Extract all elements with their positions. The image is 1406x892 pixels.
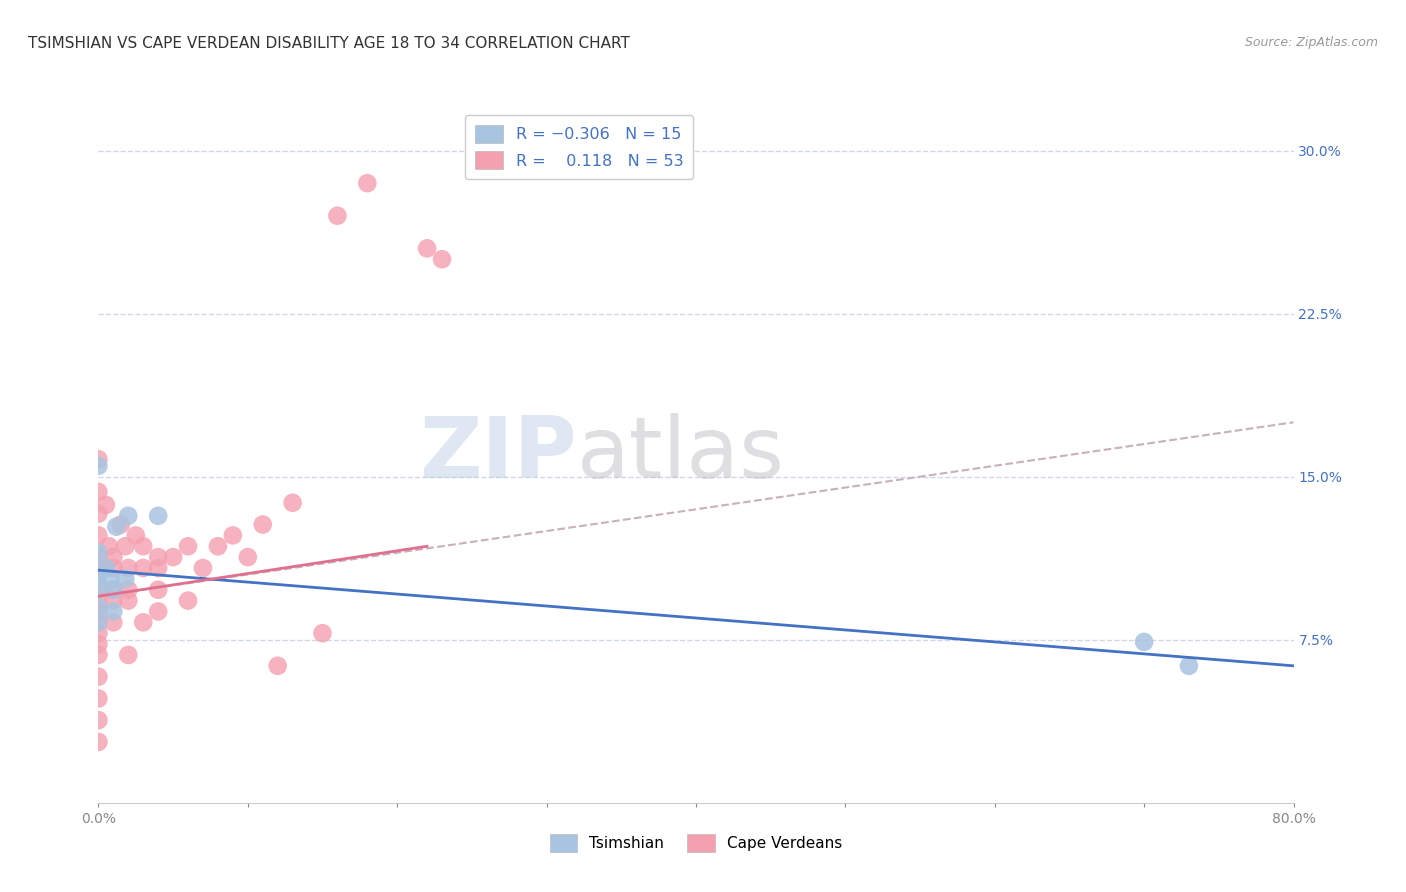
Point [87,582,110,597]
Point [87,615,110,630]
Point [98,572,122,586]
Point [326,209,349,223]
Point [267,658,290,673]
Point [87,507,110,521]
Point [148,561,170,575]
Point [87,637,110,651]
Point [148,550,170,565]
Point [87,626,110,640]
Point [416,241,439,255]
Point [103,561,125,575]
Point [430,252,453,267]
Point [114,539,136,553]
Point [148,582,170,597]
Point [132,539,155,553]
Point [148,605,170,619]
Point [177,539,200,553]
Point [132,615,155,630]
Point [148,508,170,523]
Point [87,452,110,467]
Point [162,550,184,565]
Point [87,615,110,630]
Point [103,582,125,597]
Point [191,561,214,575]
Point [103,550,125,565]
Point [94,498,117,512]
Point [117,648,139,662]
Point [103,615,125,630]
Point [87,691,110,706]
Point [117,508,139,523]
Point [87,546,110,560]
Point [132,561,155,575]
Point [87,605,110,619]
Text: atlas: atlas [576,413,785,497]
Point [110,517,132,532]
Point [87,578,110,592]
Point [1178,658,1201,673]
Point [281,496,304,510]
Point [103,605,125,619]
Point [87,648,110,662]
Point [207,539,229,553]
Point [87,735,110,749]
Point [87,484,110,499]
Point [1133,635,1156,649]
Point [103,593,125,607]
Text: Source: ZipAtlas.com: Source: ZipAtlas.com [1244,36,1378,49]
Point [87,561,110,575]
Point [356,176,378,190]
Point [87,670,110,684]
Point [105,519,128,533]
Point [87,567,110,582]
Point [125,528,148,542]
Legend: Tsimshian, Cape Verdeans: Tsimshian, Cape Verdeans [544,828,848,858]
Point [97,539,120,553]
Point [311,626,333,640]
Point [114,572,136,586]
Point [236,550,259,565]
Point [117,593,139,607]
Point [222,528,245,542]
Point [94,561,117,575]
Point [87,600,110,615]
Point [87,528,110,542]
Point [87,550,110,565]
Point [117,561,139,575]
Point [103,582,125,597]
Text: ZIP: ZIP [419,413,576,497]
Point [252,517,274,532]
Point [87,713,110,727]
Point [117,582,139,597]
Text: TSIMSHIAN VS CAPE VERDEAN DISABILITY AGE 18 TO 34 CORRELATION CHART: TSIMSHIAN VS CAPE VERDEAN DISABILITY AGE… [28,36,630,51]
Point [87,458,110,473]
Point [87,593,110,607]
Point [177,593,200,607]
